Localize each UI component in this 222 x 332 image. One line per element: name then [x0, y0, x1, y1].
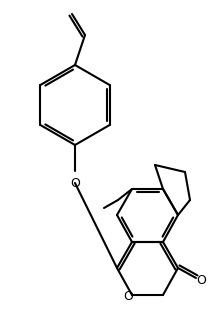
Text: O: O	[70, 177, 80, 190]
Text: O: O	[123, 290, 133, 303]
Text: O: O	[196, 274, 206, 287]
